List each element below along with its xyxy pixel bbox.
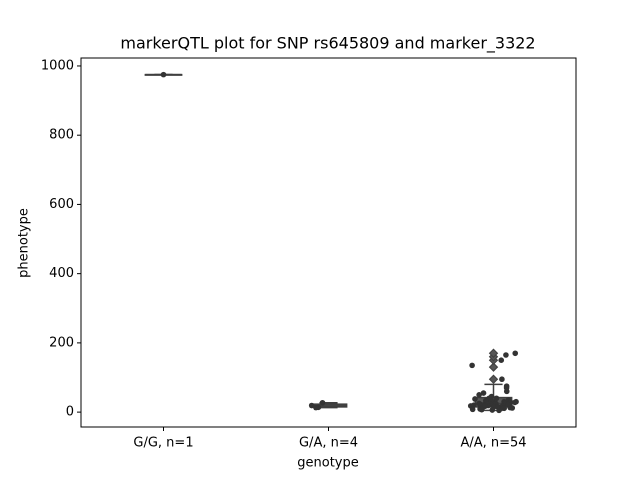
point [489,407,496,413]
flier [488,348,499,358]
y-tick-label: 800 [49,128,74,143]
point [512,350,519,357]
y-axis-label: phenotype [17,208,32,278]
point [472,396,478,402]
point [160,71,167,78]
y-tick-label: 400 [49,266,74,281]
point [469,362,475,369]
flier [488,374,499,384]
y-tick-label: 1000 [41,58,74,73]
point [480,390,487,396]
y-tick-label: 0 [66,405,74,420]
point [505,401,511,408]
point [503,352,509,358]
point [319,399,326,406]
point [308,402,315,409]
point [469,406,476,413]
point [509,405,516,411]
point [496,407,502,414]
x-tick-label: G/G, n=1 [133,436,193,451]
point [476,400,482,407]
point [478,406,485,413]
y-tick-label: 600 [49,197,74,212]
point [503,388,510,395]
point [513,398,519,405]
chart-title: markerQTL plot for SNP rs645809 and mark… [120,34,535,54]
x-tick-label: G/A, n=4 [299,436,358,451]
point [476,392,482,398]
plot-frame [80,57,577,428]
x-tick-label: A/A, n=54 [460,436,526,451]
point [499,376,505,383]
point [493,395,500,402]
flier [488,362,499,372]
point [500,405,507,411]
y-tick-label: 200 [49,335,74,350]
point [498,357,505,363]
point [482,397,489,404]
point [313,404,319,411]
x-axis-label: genotype [297,456,358,471]
